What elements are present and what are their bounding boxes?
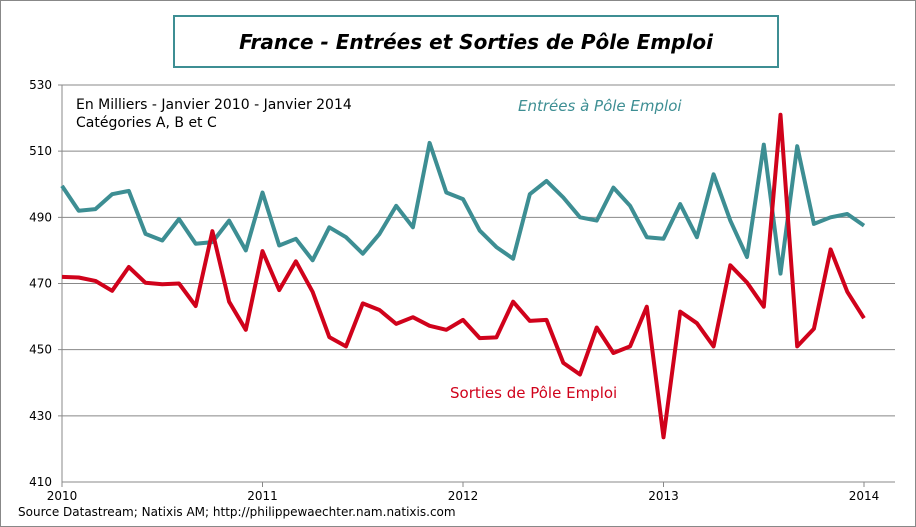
y-tick-label: 450 [29,343,52,357]
y-tick-label: 470 [29,277,52,291]
annotation-categories: Catégories A, B et C [76,115,217,131]
legend-label-entrees: Entrées à Pôle Emploi [518,97,682,115]
y-tick-label: 510 [29,144,52,158]
series-line-entrees [60,140,866,276]
y-tick-label: 530 [29,78,52,92]
x-tick-label: 2013 [648,489,679,503]
y-tick-label: 430 [29,409,52,423]
source-note: Source Datastream; Natixis AM; http://ph… [18,505,456,519]
series-line-sorties [61,112,866,440]
legend-label-sorties: Sorties de Pôle Emploi [450,384,617,402]
x-tick-label: 2014 [849,489,880,503]
x-tick-label: 2010 [47,489,78,503]
y-tick-label: 410 [29,475,52,489]
x-tick-label: 2011 [247,489,278,503]
x-tick-label: 2012 [448,489,479,503]
chart-title: France - Entrées et Sorties de Pôle Empl… [173,15,779,68]
annotation-units: En Milliers - Janvier 2010 - Janvier 201… [76,97,352,113]
y-tick-label: 490 [29,210,52,224]
